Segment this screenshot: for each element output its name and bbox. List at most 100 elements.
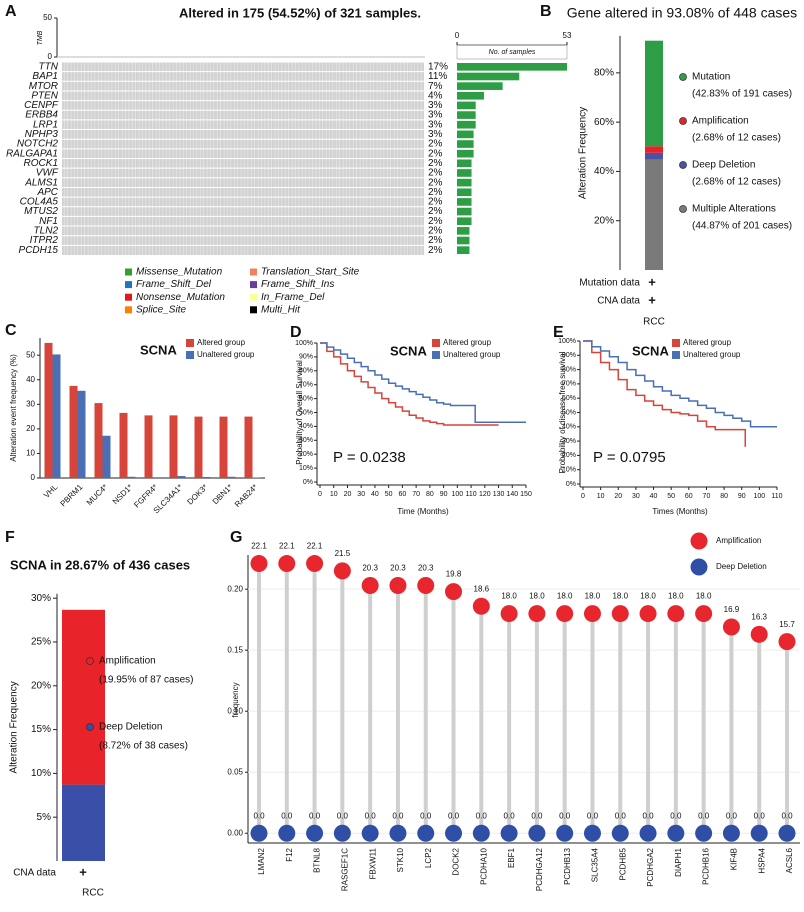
y-tick-label: 20% — [562, 452, 576, 459]
lollipop-head — [389, 824, 407, 842]
survival-curve — [583, 340, 777, 428]
y-tick-label: 100% — [558, 338, 576, 345]
y-tick-label: 40% — [299, 423, 313, 430]
gene-label: NPHP3 — [25, 129, 59, 140]
percent-label: 2% — [428, 206, 443, 217]
value-label: 18.0 — [501, 592, 517, 601]
value-label: 0.0 — [253, 811, 265, 820]
legend-label: Unaltered group — [683, 350, 741, 359]
percent-label: 2% — [428, 139, 443, 150]
x-tick-label: 150 — [520, 491, 532, 498]
value-label: 18.0 — [640, 592, 656, 601]
lollipop-head — [306, 555, 324, 573]
lollipop-head — [611, 824, 629, 842]
gene-label: NOTCH2 — [17, 139, 59, 150]
value-label: 0.0 — [781, 811, 793, 820]
gene-label: CENPF — [24, 100, 59, 111]
percent-label: 2% — [428, 158, 443, 169]
legend-label: Frame_Shift_Del — [136, 279, 212, 290]
chart-title: Altered in 175 (54.52%) of 321 samples. — [179, 5, 421, 20]
lollipop-head — [333, 824, 351, 842]
x-tick-label: LCP2 — [424, 847, 433, 868]
gene-label: PTEN — [31, 90, 58, 101]
bar — [177, 476, 186, 478]
bar — [457, 63, 567, 71]
value-label: 22.1 — [251, 542, 267, 551]
percent-label: 2% — [428, 187, 443, 198]
legend-marker — [679, 161, 687, 169]
value-label: 21.5 — [335, 549, 351, 558]
bar — [457, 111, 476, 119]
legend-swatch — [186, 339, 194, 347]
x-tick-label: RASGEF1C — [340, 848, 349, 891]
x-tick-label: KIF4B — [730, 848, 739, 870]
value-label: 0.0 — [365, 811, 377, 820]
legend-swatch — [672, 351, 680, 359]
bar — [457, 140, 474, 148]
y-tick-label: 0 — [48, 52, 53, 61]
x-tick-label: 40 — [371, 491, 379, 498]
y-tick-label: 0.20 — [227, 584, 243, 593]
x-tick-label: 60 — [399, 491, 407, 498]
panel-letter: A — [5, 3, 17, 20]
legend-note: (2.68% of 12 cases) — [692, 133, 781, 144]
annotation: SCNA — [390, 343, 427, 358]
y-tick-label: 80% — [562, 366, 576, 373]
y-tick-label: 0.05 — [227, 767, 243, 776]
bar — [77, 390, 86, 478]
x-tick-label: BTNL8 — [313, 847, 322, 872]
y-tick-label: 5% — [37, 812, 52, 823]
p-value: P = 0.0238 — [333, 449, 406, 466]
x-tick-label: 110 — [465, 491, 476, 498]
value-label: 22.1 — [307, 542, 323, 551]
value-label: 16.3 — [751, 612, 767, 621]
lollipop-head — [528, 824, 546, 842]
x-tick-label: 30 — [632, 493, 640, 500]
y-tick-label: 70% — [299, 382, 313, 389]
value-label: 18.6 — [474, 584, 490, 593]
lollipop-head — [361, 824, 379, 842]
legend-marker — [86, 723, 94, 731]
bar — [119, 412, 128, 478]
legend-swatch — [432, 351, 440, 359]
panel-letter: B — [540, 3, 552, 20]
bar-segment — [645, 40, 663, 147]
value-label: 0.0 — [392, 811, 404, 820]
legend-label: In_Frame_Del — [261, 292, 325, 303]
lollipop-head — [583, 605, 601, 623]
bar — [457, 227, 470, 235]
legend-marker — [679, 117, 687, 125]
lollipop-head — [361, 577, 379, 595]
lollipop-head — [500, 605, 518, 623]
value-label: 18.0 — [585, 592, 601, 601]
axis-title: Times (Months) — [652, 507, 708, 516]
panel-letter: F — [5, 529, 15, 546]
y-tick-label: 40% — [562, 424, 576, 431]
x-tick-label: 60 — [685, 493, 693, 500]
lollipop-head — [750, 625, 768, 643]
lollipop-head — [639, 605, 657, 623]
axis-title: Alteration Frequency — [9, 681, 20, 773]
value-label: 0.0 — [420, 811, 432, 820]
legend-label: Missense_Mutation — [136, 267, 223, 278]
percent-label: 7% — [428, 81, 443, 92]
legend-swatch — [432, 339, 440, 347]
bar — [457, 120, 476, 129]
y-tick-label: 40 — [26, 375, 35, 384]
y-tick-label: 50% — [299, 409, 313, 416]
lollipop-head — [306, 824, 324, 842]
bar — [457, 169, 472, 177]
annotation: SCNA — [140, 342, 177, 357]
percent-label: 4% — [428, 90, 443, 101]
lollipop-head — [250, 824, 268, 842]
lollipop-head — [250, 555, 268, 573]
x-tick-label: 80 — [720, 493, 728, 500]
legend-label: Amplification — [99, 656, 156, 667]
gene-label: VWF — [36, 168, 59, 179]
y-tick-label: 20 — [26, 424, 35, 433]
lollipop-head — [528, 605, 546, 623]
panel-letter: E — [553, 324, 564, 341]
bar — [457, 91, 484, 100]
row-label: Mutation data — [579, 278, 640, 289]
